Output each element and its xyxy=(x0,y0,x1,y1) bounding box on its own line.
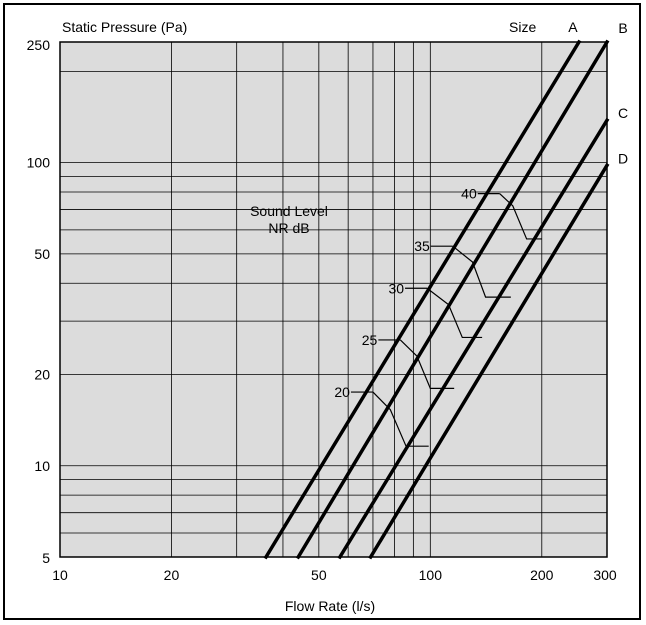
y-tick-label: 10 xyxy=(34,458,50,474)
nr-label-20: 20 xyxy=(334,384,350,400)
nr-label-35: 35 xyxy=(414,238,430,254)
x-tick-label: 100 xyxy=(419,567,443,583)
nr-curve-20 xyxy=(372,391,429,447)
series-label-a: A xyxy=(568,19,578,35)
series-line-b xyxy=(295,39,610,560)
series-line-c xyxy=(337,117,610,560)
plot-area xyxy=(60,42,607,557)
nr-curve-40 xyxy=(499,193,542,240)
size-lines: A B C D xyxy=(263,19,628,560)
series-label-d: D xyxy=(618,150,628,166)
series-label-c: C xyxy=(618,105,628,121)
sound-level-curves: 40 35 30 25 20 xyxy=(334,186,542,447)
y-tick-label: 250 xyxy=(27,37,51,53)
x-tick-label: 10 xyxy=(52,567,68,583)
sound-level-label: Sound Level xyxy=(250,203,328,219)
y-tick-label: 50 xyxy=(34,246,50,262)
x-axis-label: Flow Rate (l/s) xyxy=(285,598,375,614)
x-tick-label: 200 xyxy=(530,567,554,583)
nr-label-40: 40 xyxy=(461,186,477,202)
y-tick-label: 5 xyxy=(42,550,50,566)
nr-curve-25 xyxy=(399,339,455,389)
y-tick-label: 20 xyxy=(34,367,50,383)
series-label-b: B xyxy=(618,20,627,36)
x-tick-label: 50 xyxy=(311,567,327,583)
series-line-d xyxy=(368,162,610,560)
y-axis-label: Static Pressure (Pa) xyxy=(62,19,187,35)
nr-label-30: 30 xyxy=(388,280,404,296)
y-tick-label: 100 xyxy=(27,155,51,171)
plot-border xyxy=(59,41,608,558)
x-tick-label: 300 xyxy=(593,567,617,583)
nr-label-25: 25 xyxy=(362,332,378,348)
x-tick-label: 20 xyxy=(164,567,180,583)
nr-db-label: NR dB xyxy=(268,220,309,236)
series-line-a xyxy=(263,39,582,560)
nr-curve-35 xyxy=(452,245,511,298)
nr-curve-30 xyxy=(426,287,483,339)
size-header: Size xyxy=(509,19,536,35)
